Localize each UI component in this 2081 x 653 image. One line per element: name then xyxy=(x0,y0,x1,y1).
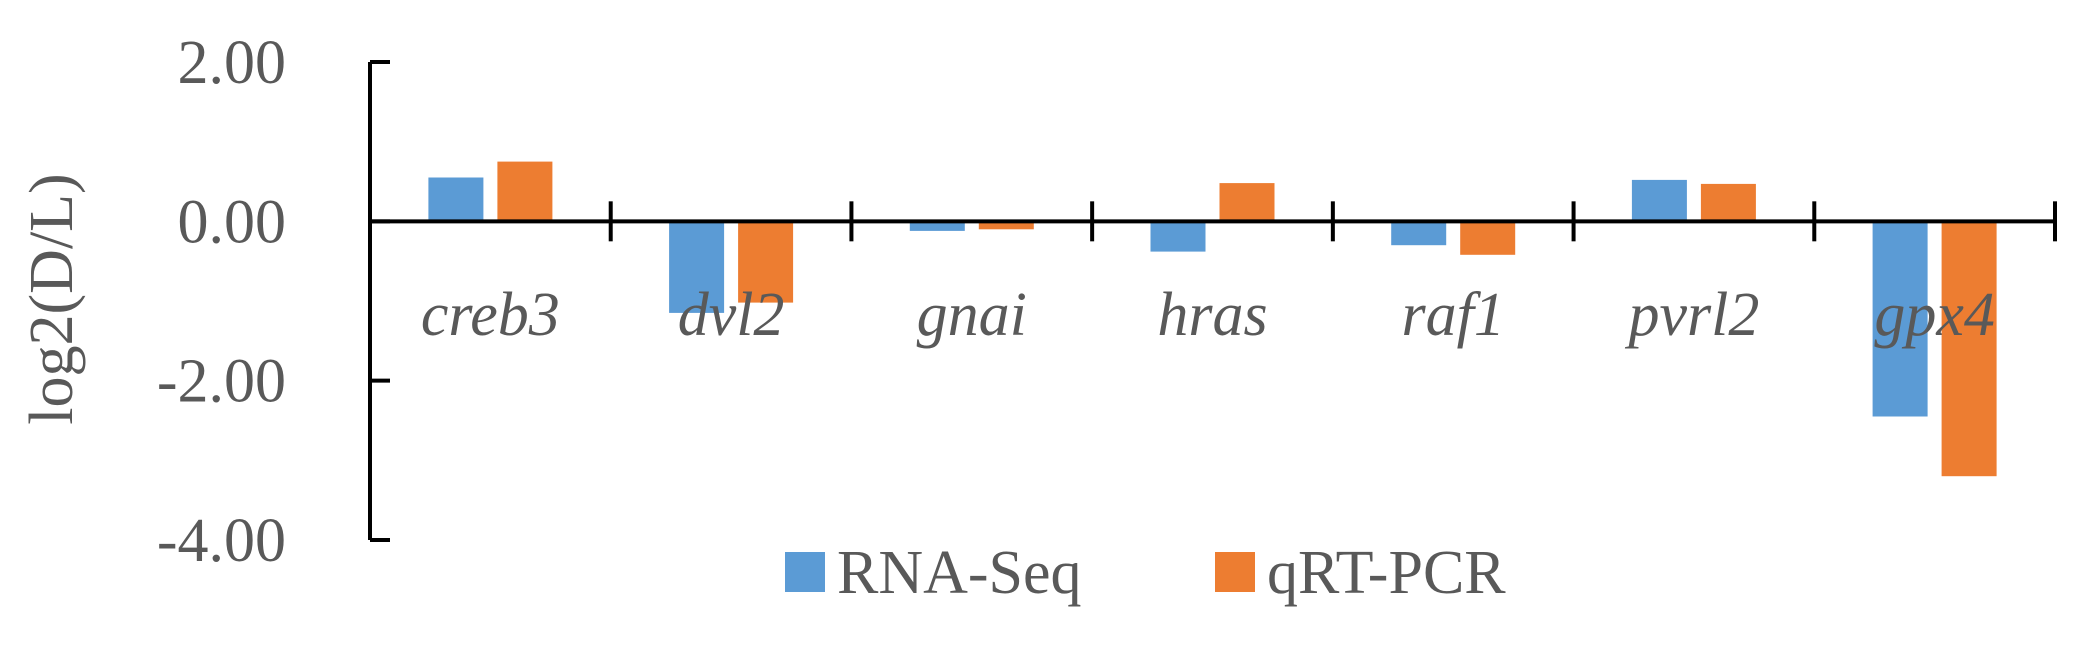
y-tick-labels: 2.00 0.00 -2.00 -4.00 xyxy=(157,29,286,575)
bar-rna-seq-creb3 xyxy=(428,177,484,222)
bar-qrt-pcr-gpx4 xyxy=(1941,221,1997,477)
legend-swatch-qrt-pcr xyxy=(1215,552,1255,592)
x-category-label: creb3 xyxy=(421,281,560,349)
bar-qrt-pcr-dvl2 xyxy=(738,221,794,303)
x-category-label: pvrl2 xyxy=(1624,281,1759,349)
legend: RNA-Seq qRT-PCR xyxy=(785,539,1506,607)
bar-rna-seq-gpx4 xyxy=(1872,221,1928,417)
y-tick-label: -4.00 xyxy=(157,507,286,575)
bar-qrt-pcr-raf1 xyxy=(1460,221,1516,255)
bar-rna-seq-hras xyxy=(1150,221,1206,252)
legend-label: qRT-PCR xyxy=(1267,539,1506,607)
legend-swatch-rna-seq xyxy=(785,552,825,592)
axes-layer xyxy=(368,60,2057,542)
bar-qrt-pcr-gnai xyxy=(978,221,1034,230)
x-category-label: dvl2 xyxy=(678,281,785,349)
bar-rna-seq-raf1 xyxy=(1391,221,1447,246)
y-axis-title-group: log2(D/L) xyxy=(18,173,86,424)
x-category-label: raf1 xyxy=(1402,281,1505,349)
x-category-labels: creb3 dvl2 gnai hras raf1 pvrl2 gpx4 xyxy=(421,281,1995,349)
x-category-label: gnai xyxy=(917,281,1027,349)
bar-rna-seq-dvl2 xyxy=(669,221,725,313)
y-tick-label: -2.00 xyxy=(157,348,286,416)
bar-rna-seq-gnai xyxy=(909,221,965,231)
bar-rna-seq-pvrl2 xyxy=(1631,179,1687,222)
bar-qrt-pcr-hras xyxy=(1219,183,1275,222)
legend-label: RNA-Seq xyxy=(837,539,1082,607)
x-category-label: gpx4 xyxy=(1874,281,1995,349)
bar-qrt-pcr-creb3 xyxy=(497,161,553,222)
bar-qrt-pcr-pvrl2 xyxy=(1700,183,1756,222)
y-tick-label: 2.00 xyxy=(178,29,287,97)
y-axis-title: log2(D/L) xyxy=(18,173,86,424)
x-category-label: hras xyxy=(1157,281,1267,349)
y-tick-label: 0.00 xyxy=(178,188,287,256)
bars-layer xyxy=(428,161,1997,477)
